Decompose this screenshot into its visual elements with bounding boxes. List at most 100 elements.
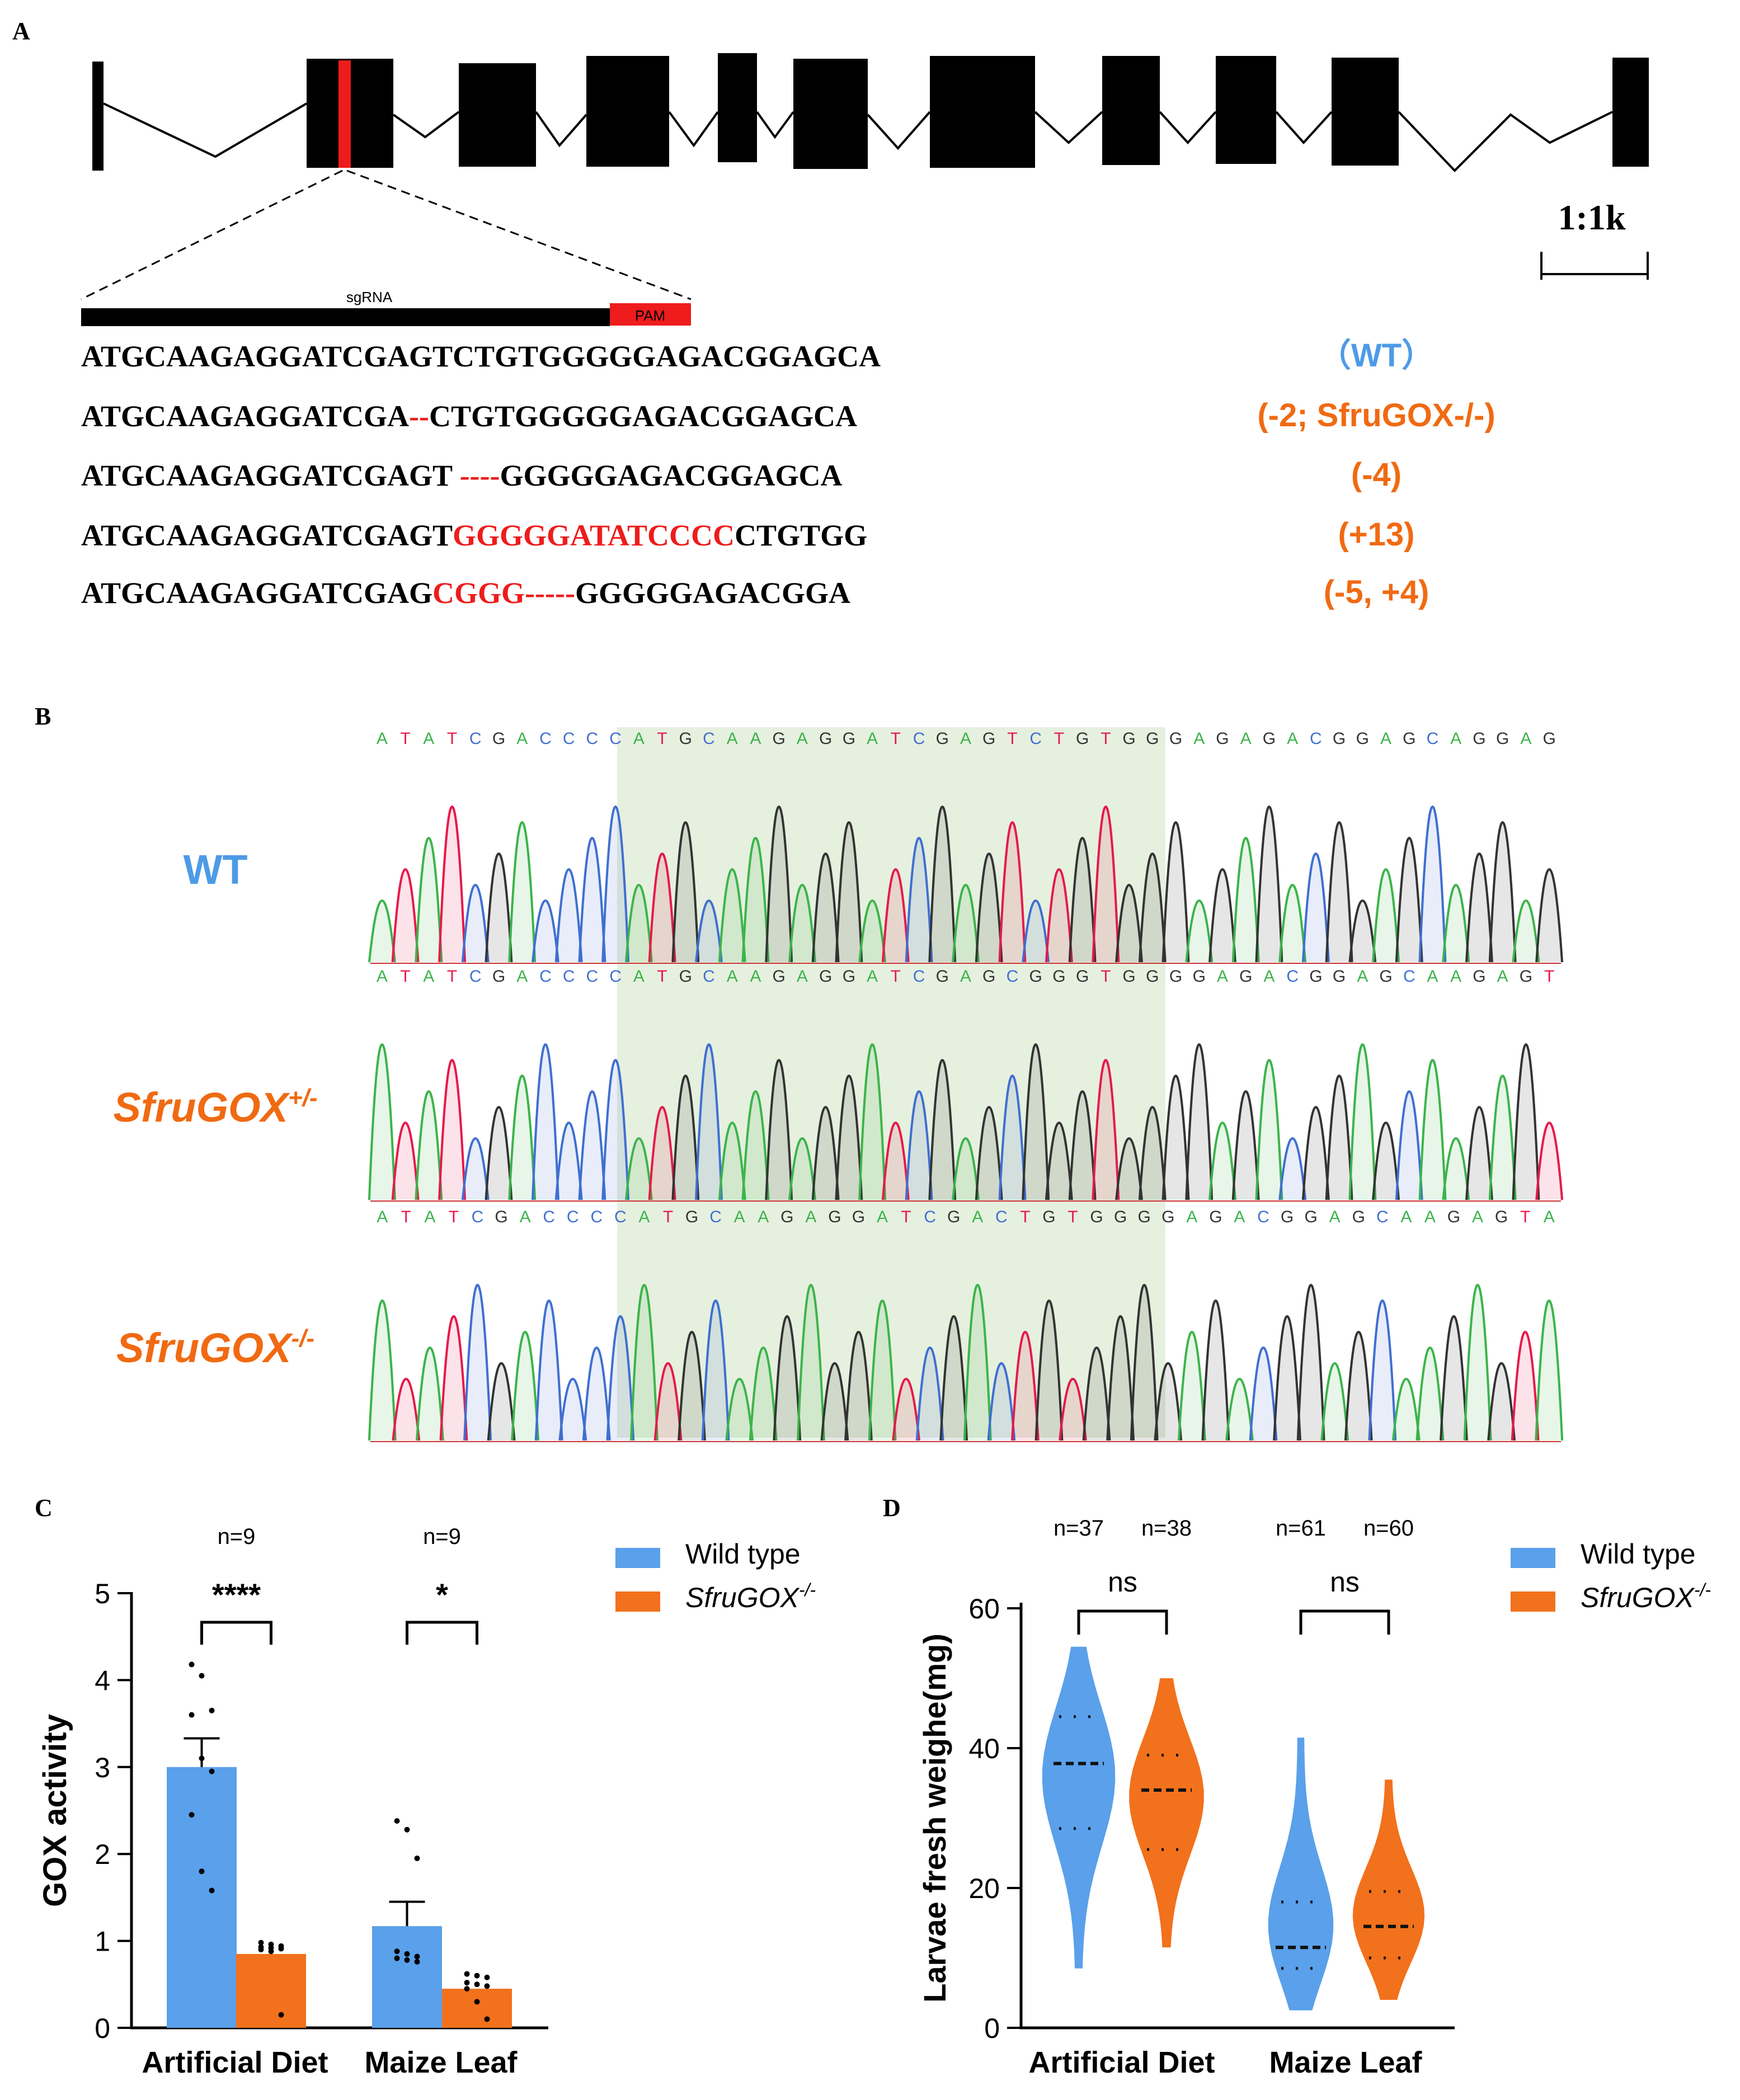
data-point bbox=[199, 1673, 205, 1679]
data-point bbox=[404, 1826, 410, 1833]
chromatogram-peak bbox=[987, 1362, 1016, 1441]
chromatogram-peak bbox=[601, 806, 630, 963]
data-point bbox=[394, 1955, 400, 1961]
chromatogram-peak bbox=[1488, 821, 1517, 963]
legend-swatch-mutant bbox=[1511, 1592, 1555, 1612]
base-call-letter: A bbox=[1520, 729, 1531, 748]
x-tick-label: Artificial Diet bbox=[1028, 2046, 1215, 2079]
chromatogram-peak bbox=[741, 1090, 770, 1200]
chromatogram-peak bbox=[695, 900, 723, 963]
chromatogram-peak bbox=[1535, 1299, 1564, 1441]
intron-lines bbox=[103, 102, 308, 158]
chromatogram-peak bbox=[438, 1059, 466, 1200]
data-point bbox=[189, 1661, 195, 1668]
base-call-letter: A bbox=[1497, 967, 1508, 986]
chromatogram-peak bbox=[624, 884, 653, 963]
exon-10 bbox=[1332, 58, 1399, 166]
data-point bbox=[474, 1999, 480, 2005]
sequence-text: ATGCAAGAGGATCGAGT bbox=[81, 519, 453, 552]
chromatogram-peak bbox=[1154, 1362, 1183, 1441]
exon-3 bbox=[459, 63, 536, 167]
chromatogram-label: SfruGOX-/- bbox=[116, 1325, 314, 1371]
base-call-letter: C bbox=[590, 1208, 603, 1226]
base-call-letter: G bbox=[819, 729, 832, 748]
base-call-letter: A bbox=[1427, 967, 1438, 986]
chromatogram-peak bbox=[1106, 1315, 1135, 1441]
chromatogram-peak bbox=[601, 1059, 630, 1200]
chromatogram-peak bbox=[1092, 1059, 1120, 1200]
base-call-letter: C bbox=[563, 729, 575, 748]
base-call-letter: C bbox=[586, 729, 599, 748]
sequence-text: GGGGGAGACGGA bbox=[575, 576, 850, 610]
x-tick-label: Artificial Diet bbox=[142, 2046, 328, 2079]
chromatogram-peak bbox=[1348, 1043, 1377, 1200]
base-call-letter: T bbox=[1020, 1208, 1030, 1226]
base-call-letter: G bbox=[1029, 967, 1042, 986]
chromatogram-peak bbox=[1372, 868, 1400, 963]
chromatogram-peak bbox=[1372, 1122, 1400, 1200]
chromatogram-label: WT bbox=[183, 846, 247, 893]
data-point bbox=[209, 1707, 215, 1713]
chart-gox-activity: 0 1 2 3 4 5 GOX activity Artificial Diet **** n=9… bbox=[37, 1524, 816, 2079]
base-call-letter: T bbox=[1067, 1208, 1078, 1226]
chromatogram-peak bbox=[701, 1299, 730, 1441]
base-call-letter: G bbox=[492, 967, 505, 986]
chromatogram-peak bbox=[1225, 1378, 1254, 1441]
chromatogram-peak bbox=[765, 806, 793, 963]
y-tick-label: 40 bbox=[968, 1733, 1000, 1764]
gene-model bbox=[92, 53, 1649, 172]
chromatogram-peak bbox=[1059, 1378, 1087, 1441]
violin-mutant bbox=[1129, 1678, 1204, 1948]
base-call-letter: A bbox=[1424, 1208, 1436, 1226]
base-call-letter: C bbox=[924, 1208, 936, 1226]
base-call-letter: G bbox=[1304, 1208, 1317, 1226]
legend-superscript: -/- bbox=[1694, 1580, 1711, 1600]
base-call-letter: A bbox=[377, 967, 388, 986]
chromatogram-peak bbox=[461, 1137, 490, 1200]
chromatogram-peak bbox=[695, 1043, 723, 1200]
chromatogram-peak bbox=[765, 1059, 793, 1200]
data-point bbox=[414, 1855, 420, 1861]
base-call-letter: G bbox=[828, 1208, 841, 1226]
chromatogram-peak bbox=[1368, 1299, 1397, 1441]
base-call-letter: C bbox=[586, 967, 599, 986]
base-call-letter: T bbox=[400, 967, 410, 986]
data-point bbox=[278, 1946, 284, 1952]
data-point bbox=[414, 1953, 420, 1960]
sequence-text: ATGCAAGAGGATCGAGTCTGTGGGGGAGACGGAGCA bbox=[81, 340, 881, 373]
sequence-text: GGGGGAGACGGAGCA bbox=[500, 459, 843, 492]
genotype-label: (+13) bbox=[1338, 516, 1414, 553]
base-call-letter: G bbox=[843, 967, 855, 986]
sequence-text: CTGTGG bbox=[735, 519, 867, 552]
chromatogram-peak bbox=[1344, 1331, 1373, 1441]
chromatogram-peak bbox=[844, 1331, 873, 1441]
chromatogram-peak bbox=[1231, 1090, 1260, 1200]
data-point bbox=[464, 1980, 470, 1986]
n-label: n=37 bbox=[1054, 1516, 1104, 1541]
base-call-letter: C bbox=[567, 1208, 579, 1226]
chromatogram-peak bbox=[939, 1315, 968, 1441]
sgrna-highlight bbox=[617, 727, 1165, 1438]
chromatogram-peak bbox=[415, 837, 443, 963]
base-call-letter: G bbox=[492, 729, 505, 748]
base-call-letter: C bbox=[472, 1208, 484, 1226]
chromatogram-peak bbox=[391, 868, 420, 963]
sequence-row: ATGCAAGAGGATCGAGCGGG-----GGGGGAGACGGA bbox=[81, 576, 850, 610]
base-call-letter: G bbox=[947, 1208, 960, 1226]
base-call-letter: A bbox=[1193, 729, 1205, 748]
base-call-letter: T bbox=[447, 967, 457, 986]
base-call-letter: A bbox=[797, 729, 808, 748]
chromatogram-peak bbox=[1325, 821, 1353, 963]
base-call-letter: A bbox=[1380, 729, 1391, 748]
chromatogram-peak bbox=[1348, 900, 1377, 963]
base-call-letter: C bbox=[469, 967, 482, 986]
chromatogram-peak bbox=[1138, 1106, 1167, 1200]
zoom-lines bbox=[81, 169, 692, 300]
panel-label-c: C bbox=[35, 1494, 53, 1522]
base-call-letter: A bbox=[516, 967, 528, 986]
chromatogram-peak bbox=[1418, 806, 1447, 963]
base-call-letter: G bbox=[1333, 729, 1346, 748]
base-call-letter: G bbox=[936, 729, 949, 748]
base-call-letter: A bbox=[805, 1208, 816, 1226]
base-call-letter: A bbox=[877, 1208, 888, 1226]
